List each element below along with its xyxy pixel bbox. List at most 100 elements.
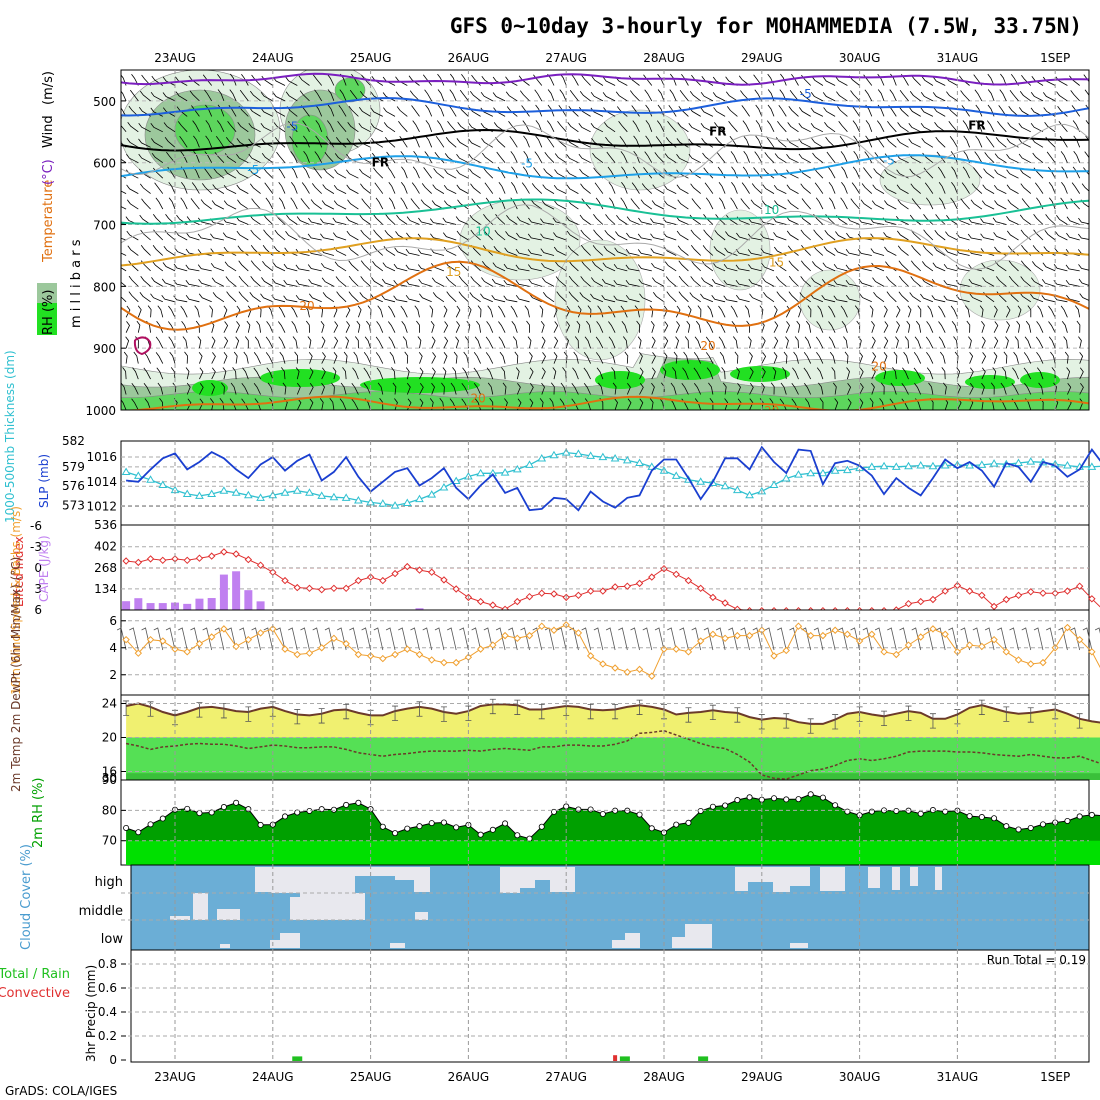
wind-barb xyxy=(249,90,261,102)
thickness-series-point xyxy=(940,461,950,469)
wind-barb xyxy=(663,321,669,333)
wind10m-barb xyxy=(935,627,946,651)
wind-barb xyxy=(705,336,714,349)
wind-barb xyxy=(1019,214,1032,225)
temp-range-bar xyxy=(978,699,985,715)
wind-barb xyxy=(970,199,983,210)
wind-barb xyxy=(719,351,726,364)
wind-barb xyxy=(321,367,326,380)
wind-barb xyxy=(211,352,216,364)
wind10m-barb xyxy=(789,627,799,651)
wind-barb xyxy=(345,336,349,349)
li-series-point xyxy=(1075,582,1084,590)
wind-barb xyxy=(566,184,579,194)
wind10m-barb xyxy=(874,627,885,651)
wind10m-series-point xyxy=(256,629,265,637)
wind-barb xyxy=(195,320,200,333)
contour-5 xyxy=(121,154,1089,180)
wind-barb xyxy=(163,122,176,133)
wind-barb xyxy=(456,169,469,179)
axis-tick: 24 xyxy=(102,697,117,711)
wind-barb xyxy=(456,184,469,194)
li-series-point xyxy=(244,555,253,564)
wind-barb xyxy=(126,199,139,210)
cloud-level-label: middle xyxy=(79,904,123,919)
wind-barb xyxy=(780,73,787,86)
wind-barb xyxy=(321,336,326,349)
thickness-series-point xyxy=(928,461,938,470)
wind-barb xyxy=(185,295,200,303)
wind10m-series-point xyxy=(941,630,949,638)
wind-barb xyxy=(334,261,347,272)
wind-barb xyxy=(730,151,738,163)
wind-barb xyxy=(931,295,946,303)
wind-barb xyxy=(681,383,689,395)
rh-label: RH (%) xyxy=(41,290,56,335)
wind-barb xyxy=(769,398,775,410)
wind-barb xyxy=(224,153,237,164)
wind-barb xyxy=(132,367,139,380)
wind-barb xyxy=(871,367,876,380)
wind-barb xyxy=(345,321,350,333)
wind-barb xyxy=(394,247,408,256)
wind-barb xyxy=(277,321,286,333)
rh2m-series-point xyxy=(746,794,753,801)
wind-barb xyxy=(835,231,848,241)
wind-barb xyxy=(819,398,824,410)
wind10m-barb xyxy=(764,627,775,651)
wind-barb xyxy=(946,91,958,102)
wind-barb xyxy=(162,107,176,117)
wind-barb xyxy=(320,262,335,272)
wind-barb xyxy=(702,152,714,164)
wind-barb xyxy=(1013,351,1019,364)
wind-barb xyxy=(1058,120,1068,133)
wind-barb xyxy=(197,264,212,272)
cloud-low-block xyxy=(280,933,300,948)
wind-barb xyxy=(402,336,408,349)
wind-barb xyxy=(841,320,848,333)
wind10m-barb xyxy=(654,627,665,651)
wind-barb xyxy=(298,75,310,86)
wind-barb xyxy=(815,197,824,210)
wind-barb xyxy=(540,233,555,241)
wind-barb xyxy=(521,105,530,117)
wind-barb xyxy=(372,245,384,256)
wind-barb xyxy=(348,291,359,303)
wind-barb xyxy=(539,305,544,318)
wind-barb xyxy=(347,199,359,210)
wind-barb xyxy=(595,197,604,210)
wind-barb xyxy=(566,169,579,179)
wind-barb xyxy=(121,206,127,210)
wind-barb xyxy=(425,135,433,148)
contour-20-low xyxy=(121,395,1089,410)
thickness-series-point xyxy=(965,461,974,469)
wind-barb xyxy=(800,183,811,194)
wind-barb xyxy=(593,229,604,241)
wind-barb xyxy=(565,321,570,333)
wind-barb xyxy=(241,398,249,410)
wind-barb xyxy=(844,351,849,364)
wind-barb xyxy=(150,107,163,117)
contour-label: FR xyxy=(372,155,389,169)
wind-barb xyxy=(396,214,408,225)
chart-title: GFS 0~10day 3-hourly for MOHAMMEDIA (7.5… xyxy=(450,14,1082,38)
wind-barb xyxy=(294,351,299,364)
wind-barb xyxy=(229,89,237,102)
thickness-tick: 576 xyxy=(62,479,85,493)
wind-barb xyxy=(811,137,824,148)
wind-barb xyxy=(799,168,811,179)
wind-barb xyxy=(792,367,799,380)
wind-barb xyxy=(559,89,567,102)
wind-barb xyxy=(761,262,775,272)
wind-barb xyxy=(559,398,567,410)
contour-20 xyxy=(121,260,1089,331)
axis-tick: 0.6 xyxy=(98,981,117,995)
wind-barb xyxy=(567,245,579,256)
wind-barb xyxy=(637,336,642,349)
wind-barb xyxy=(860,199,873,210)
wind-barb xyxy=(236,169,249,179)
wind-barb xyxy=(409,90,420,102)
wind-barb xyxy=(211,200,225,210)
wind-barb xyxy=(968,336,972,349)
